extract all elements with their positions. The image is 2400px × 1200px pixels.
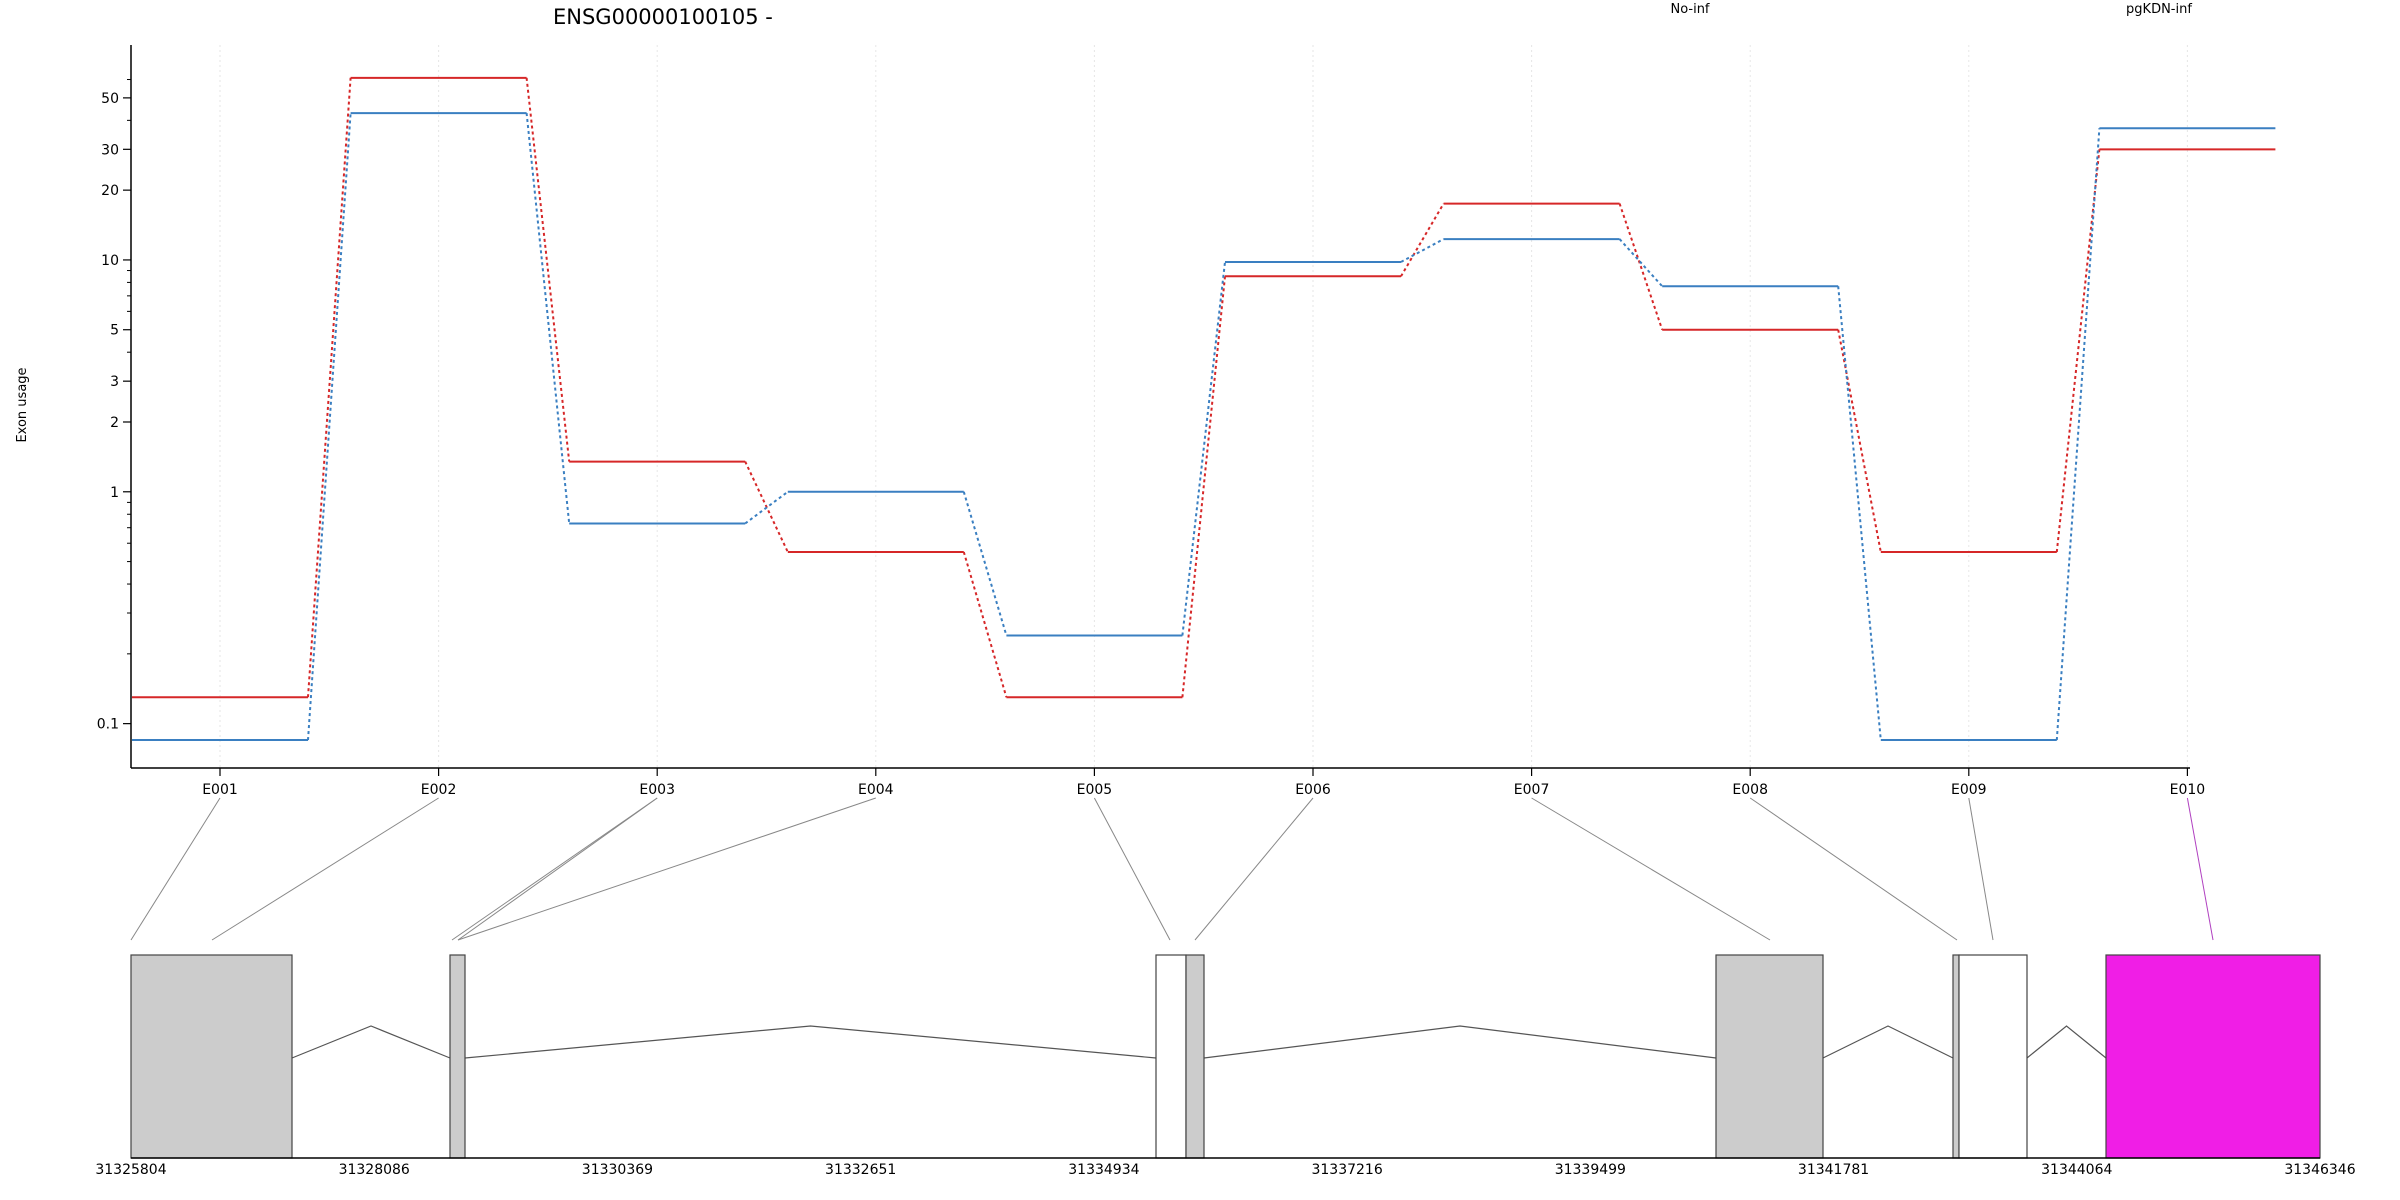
- exon-block: [449, 954, 466, 1159]
- x-tick-label: E001: [202, 782, 238, 798]
- x-tick-label: E005: [1077, 782, 1113, 798]
- y-tick-label: 3: [110, 374, 119, 390]
- exon-connector-lines: [130, 797, 2214, 941]
- genomic-coordinate-label: 31344064: [2041, 1162, 2112, 1178]
- series-connector: [525, 77, 571, 462]
- series-connector: [307, 77, 352, 698]
- series-connector: [744, 490, 789, 525]
- exon-block: [1715, 954, 1824, 1159]
- gene-model: 31325804 31328086 31330369 31332651 31334934…: [95, 954, 2356, 1178]
- exon-connector: [457, 797, 658, 941]
- series-connector: [1618, 203, 1664, 331]
- y-tick-label: 5: [110, 323, 119, 339]
- series-connector: [962, 491, 1008, 636]
- intron-line: [291, 1025, 451, 1059]
- genomic-coordinate-label: 31334934: [1068, 1162, 1139, 1178]
- intron-line: [464, 1025, 1157, 1059]
- legend-no-inf: No-inf: [1670, 2, 1709, 17]
- exon-block: [1958, 954, 2028, 1159]
- series-connector: [1181, 276, 1226, 698]
- genomic-coordinate-label: 31339499: [1555, 1162, 1626, 1178]
- series-connector: [307, 112, 352, 741]
- intron-line: [2026, 1025, 2107, 1059]
- y-tick-label: 30: [101, 142, 119, 158]
- exon-block: [1155, 954, 1187, 1159]
- x-tick-label: E009: [1951, 782, 1987, 798]
- y-tick-label: 2: [110, 415, 119, 431]
- x-tick-label: E002: [421, 782, 457, 798]
- series-layer: [132, 76, 2276, 741]
- genomic-coordinate-label: 31328086: [339, 1162, 410, 1178]
- exon-connector: [1749, 797, 1958, 941]
- series-connector: [1181, 261, 1226, 636]
- intron-line: [1203, 1025, 1717, 1059]
- series-0: [132, 76, 2276, 699]
- y-tick-label: 0.1: [97, 717, 119, 733]
- series-connector: [1837, 329, 1882, 553]
- x-tick-label: E006: [1295, 782, 1331, 798]
- intron-line: [1822, 1025, 1954, 1059]
- exon-block: [2105, 954, 2321, 1159]
- exon-connector: [1093, 797, 1171, 941]
- y-tick-label: 20: [101, 183, 119, 199]
- exon-connector: [130, 797, 221, 941]
- x-tick-label: E003: [639, 782, 675, 798]
- genomic-coordinate-label: 31325804: [95, 1162, 166, 1178]
- y-tick-label: 1: [110, 485, 119, 501]
- y-axis-label: Exon usage: [15, 367, 30, 442]
- x-tick-label: E008: [1732, 782, 1768, 798]
- exon-connector: [1968, 797, 1994, 941]
- exon-connector: [1194, 797, 1314, 941]
- series-connector: [1400, 238, 1445, 263]
- exon-connector: [457, 797, 876, 941]
- genomic-coordinate-label: 31332651: [825, 1162, 896, 1178]
- exon-connector: [2186, 797, 2214, 941]
- series-connector: [525, 112, 571, 524]
- series-connector: [2055, 149, 2101, 553]
- chart-title: ENSG00000100105 -: [553, 5, 773, 29]
- exon-connector: [1531, 797, 1771, 941]
- exon-block: [1185, 954, 1205, 1159]
- x-tick-label: E004: [858, 782, 894, 798]
- series-connector: [1618, 238, 1663, 287]
- series-connector: [962, 551, 1008, 698]
- y-tick-label: 50: [101, 91, 119, 107]
- x-tick-label: E007: [1514, 782, 1550, 798]
- series-1: [132, 112, 2276, 741]
- genomic-coordinate-label: 31337216: [1311, 1162, 1382, 1178]
- x-tick-label: E010: [2170, 782, 2206, 798]
- genomic-coordinate-label: 31330369: [582, 1162, 653, 1178]
- vertical-gridlines: [219, 45, 2188, 768]
- series-connector: [1400, 203, 1445, 277]
- exon-connector: [211, 797, 439, 941]
- exon-block: [1952, 954, 1960, 1159]
- genomic-coordinate-label: 31346346: [2284, 1162, 2355, 1178]
- plot-axes: 0.1 1 2 3 5 10 20 30 50 E001 E002 E003 E004 E005 E006 E…: [97, 45, 2205, 798]
- series-connector: [2055, 128, 2101, 741]
- legend-pgkdn-inf: pgKDN-inf: [2126, 2, 2192, 17]
- genomic-coordinate-label: 31341781: [1798, 1162, 1869, 1178]
- series-connector: [744, 461, 789, 553]
- exon-block: [130, 954, 293, 1159]
- exon-connector: [451, 797, 658, 941]
- y-tick-label: 10: [101, 253, 119, 269]
- series-connector: [1837, 286, 1882, 741]
